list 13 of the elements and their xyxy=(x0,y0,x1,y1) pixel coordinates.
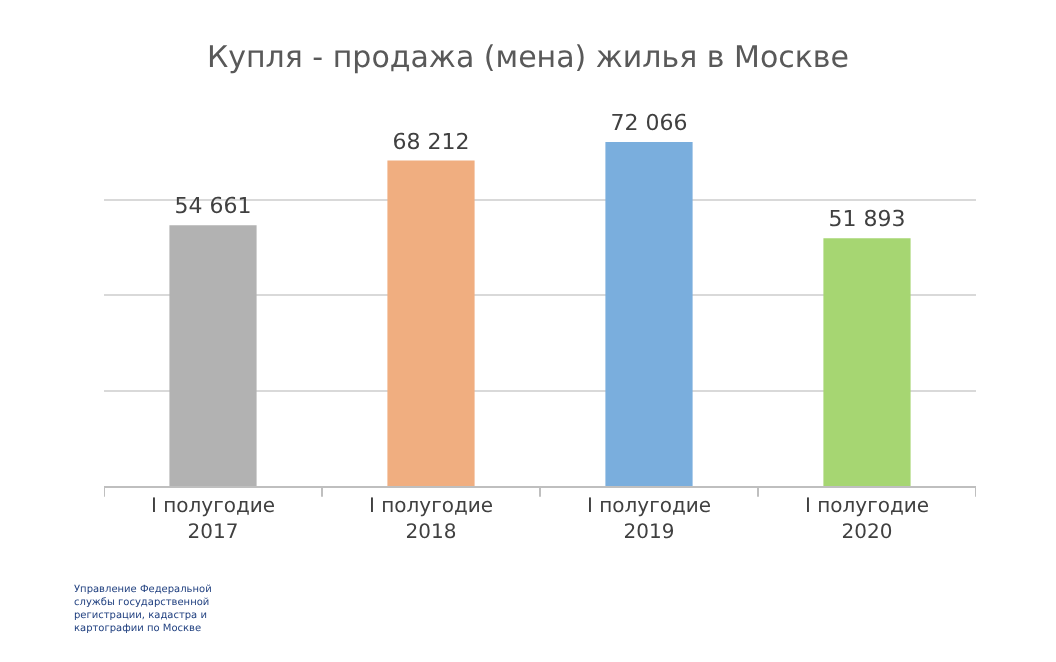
data-label: 68 212 xyxy=(392,128,470,155)
x-tick-label: I полугодие 2020 xyxy=(804,496,930,544)
bar xyxy=(169,225,257,486)
chart-title: Купля - продажа (мена) жилья в Москве xyxy=(206,39,850,76)
data-label: 72 066 xyxy=(610,110,688,137)
bar xyxy=(605,142,693,486)
x-tick-label: I полугодие 2018 xyxy=(368,496,494,544)
x-tick-label: I полугодие 2019 xyxy=(586,496,712,544)
bar xyxy=(387,160,475,486)
data-label: 51 893 xyxy=(828,206,906,233)
data-label: 54 661 xyxy=(174,193,252,220)
x-tick-label: I полугодие 2017 xyxy=(150,496,276,544)
bar xyxy=(823,238,911,486)
